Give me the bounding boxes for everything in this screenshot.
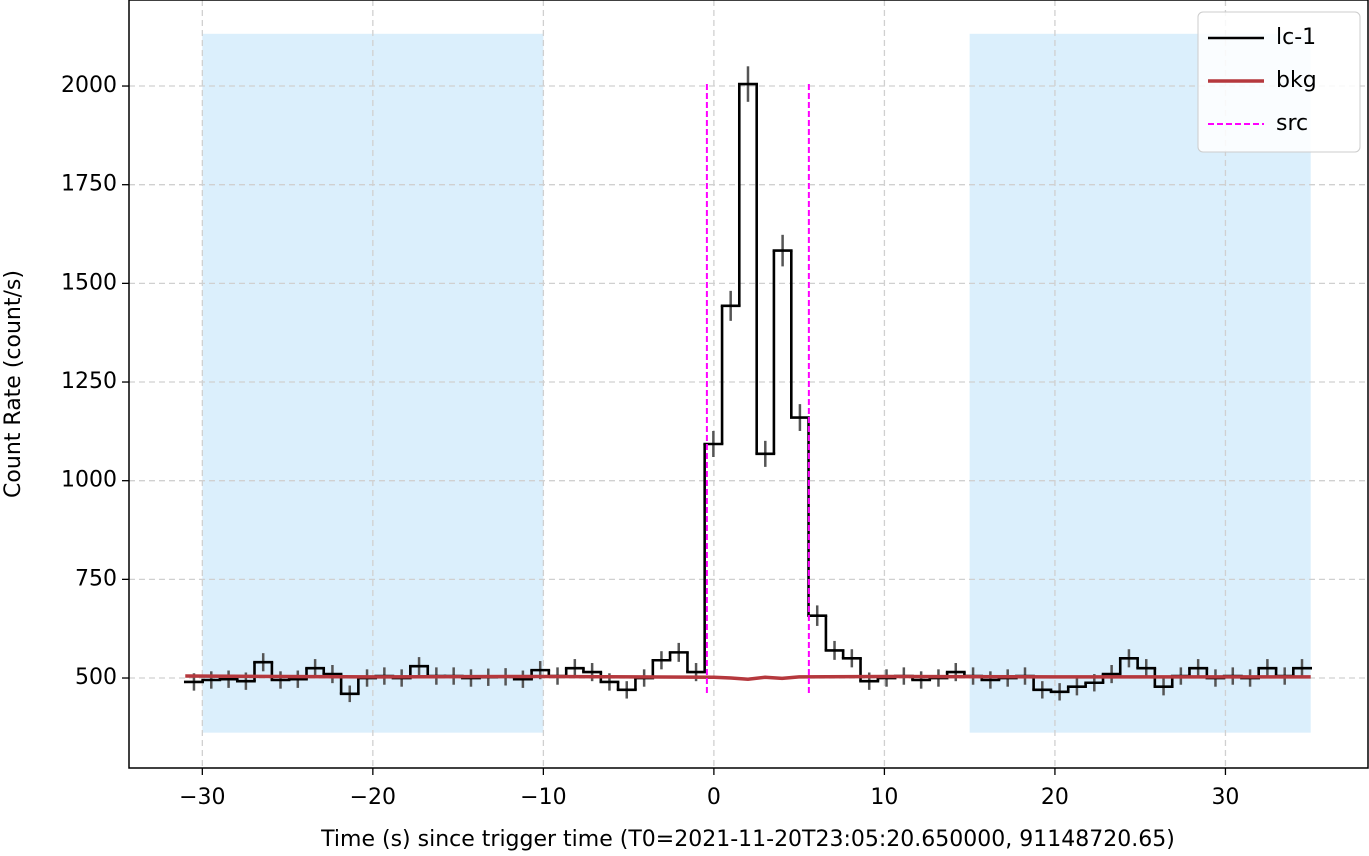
bkg-line (185, 674, 1311, 681)
legend: lc-1 bkg src (1197, 11, 1361, 153)
y-tick-label: 1000 (61, 468, 117, 493)
x-tick-label: −20 (350, 785, 396, 810)
legend-box (1197, 11, 1361, 153)
legend-label: bkg (1276, 68, 1317, 93)
legend-label: lc-1 (1276, 25, 1316, 50)
x-tick-label: 10 (870, 785, 898, 810)
x-tick-label: −30 (179, 785, 225, 810)
y-tick-label: 750 (75, 566, 117, 591)
x-tick-label: 30 (1211, 785, 1239, 810)
x-tick-label: 20 (1041, 785, 1069, 810)
legend-label: src (1276, 111, 1308, 136)
x-tick-label: −10 (520, 785, 566, 810)
y-axis-label: Count Rate (count/s) (1, 270, 26, 498)
x-tick-label: 0 (707, 785, 721, 810)
y-tick-label: 1500 (61, 270, 117, 295)
y-tick-label: 1250 (61, 369, 117, 394)
x-axis-label: Time (s) since trigger time (T0=2021-11-… (320, 827, 1175, 852)
y-tick-label: 500 (75, 665, 117, 690)
plot-frame (128, 0, 1369, 769)
y-tick-label: 1750 (61, 172, 117, 197)
y-tick-label: 2000 (61, 73, 117, 98)
